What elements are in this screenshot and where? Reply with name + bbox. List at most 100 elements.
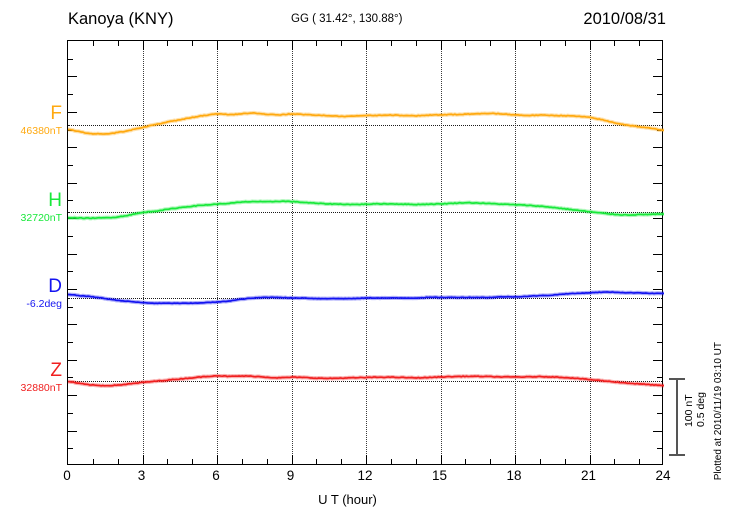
xaxis-title-text: U T (hour) — [318, 492, 377, 507]
y-axis-tick — [68, 164, 73, 166]
x-axis-tick — [217, 41, 218, 50]
y-axis-tick — [657, 306, 662, 308]
scale-bar-line2: 0.5 deg — [695, 392, 708, 428]
y-axis-tick — [68, 182, 77, 184]
component-name-F: F — [50, 103, 62, 124]
x-axis-tick — [92, 459, 94, 464]
xaxis-tick-label: 0 — [63, 468, 71, 483]
x-axis-tick — [515, 41, 516, 50]
x-axis-tick — [564, 41, 566, 46]
y-axis-tick — [657, 200, 662, 202]
x-axis-tick — [266, 41, 268, 46]
x-axis-tick — [490, 41, 492, 46]
vertical-gridline — [440, 41, 442, 464]
plot-frame — [67, 40, 665, 465]
x-axis-tick — [241, 41, 243, 46]
xaxis-tick-label: 24 — [655, 468, 671, 483]
y-axis-tick — [653, 324, 662, 326]
x-axis-tick — [217, 455, 218, 464]
x-axis-tick — [589, 455, 591, 464]
xaxis-tick-label: 6 — [212, 468, 220, 483]
trace-H — [67, 200, 665, 220]
vertical-gridline — [142, 41, 144, 464]
component-label-D: D -6.2deg — [26, 277, 62, 311]
xaxis-tick-label: 9 — [286, 468, 295, 483]
x-axis-tick — [192, 41, 194, 46]
scale-bar-label: 100 nT 0.5 deg — [683, 392, 707, 427]
component-baseline-F: 46380nT — [20, 125, 62, 137]
trace-layer — [67, 110, 665, 388]
y-axis-tick — [68, 306, 73, 308]
x-axis-tick — [639, 459, 641, 464]
y-axis-tick — [68, 58, 73, 60]
y-axis-tick — [657, 377, 662, 379]
x-axis-tick — [390, 41, 392, 46]
y-axis-tick — [653, 111, 662, 113]
x-axis-tick — [291, 41, 293, 50]
x-axis-tick — [167, 41, 169, 46]
vertical-gridline — [291, 41, 293, 464]
y-axis-tick — [653, 395, 662, 397]
y-axis-tick — [657, 164, 662, 166]
baseline-H — [68, 212, 662, 213]
y-axis-tick — [653, 76, 662, 78]
trace-F — [67, 112, 665, 135]
x-axis-tick — [589, 41, 591, 50]
y-axis-tick — [68, 76, 77, 78]
x-axis-tick — [142, 455, 144, 464]
x-axis-tick — [415, 459, 417, 464]
y-axis-tick — [68, 200, 73, 202]
y-axis-tick — [68, 324, 77, 326]
x-axis-tick — [614, 41, 616, 46]
y-axis-tick — [653, 253, 662, 255]
y-axis-tick — [653, 430, 662, 432]
x-axis-tick — [440, 41, 442, 50]
x-axis-tick — [316, 459, 318, 464]
scale-bar-bottom-cap — [669, 454, 685, 456]
y-axis-tick — [68, 359, 77, 361]
y-axis-tick — [653, 359, 662, 361]
station-title: Kanoya (KNY) — [68, 10, 174, 28]
y-axis-tick — [68, 412, 73, 414]
x-axis-tick — [266, 459, 268, 464]
component-label-H: H 32720nT — [21, 191, 62, 225]
x-axis-tick — [465, 459, 467, 464]
x-axis-tick — [465, 41, 467, 46]
y-axis-tick — [657, 58, 662, 60]
x-axis-tick — [316, 41, 318, 46]
vertical-gridline — [515, 41, 516, 464]
x-axis-tick — [415, 41, 417, 46]
y-axis-tick — [68, 430, 77, 432]
x-axis-tick — [440, 455, 442, 464]
component-label-Z: Z 32880nT — [21, 361, 62, 395]
y-axis-tick — [653, 182, 662, 184]
y-axis-tick — [653, 288, 662, 290]
xaxis-tick-label: 21 — [580, 468, 597, 483]
x-axis-tick — [142, 41, 144, 50]
y-axis-tick — [657, 235, 662, 237]
y-axis-tick — [68, 253, 77, 255]
y-axis-tick — [657, 342, 662, 344]
y-axis-tick — [68, 94, 73, 96]
y-axis-tick — [68, 448, 73, 450]
geographic-coordinates: GG ( 31.42°, 130.88°) — [291, 13, 403, 25]
x-axis-tick — [366, 41, 367, 50]
x-axis-tick — [639, 41, 641, 46]
observation-date: 2010/08/31 — [583, 10, 666, 28]
x-axis-tick — [564, 459, 566, 464]
x-axis-tick — [117, 459, 119, 464]
xaxis-tick-label: 15 — [431, 468, 448, 483]
component-name-Z: Z — [50, 360, 62, 381]
scale-bar-top-cap — [669, 378, 685, 380]
x-axis-tick — [291, 455, 293, 464]
y-axis-tick — [657, 94, 662, 96]
trace-Z — [67, 374, 665, 387]
y-axis-tick — [653, 218, 662, 220]
x-axis-tick — [390, 459, 392, 464]
x-axis-tick — [167, 459, 169, 464]
y-axis-tick — [68, 342, 73, 344]
xaxis-tick-label: 18 — [506, 468, 522, 483]
component-label-F: F 46380nT — [21, 104, 62, 138]
y-axis-tick — [68, 395, 77, 397]
y-axis-tick — [657, 448, 662, 450]
